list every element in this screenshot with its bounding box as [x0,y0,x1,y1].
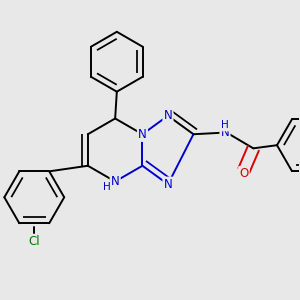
Text: N: N [138,128,147,141]
Text: H: H [103,182,111,193]
Text: N: N [111,175,119,188]
Text: H: H [221,120,229,130]
Text: N: N [220,126,230,139]
Text: N: N [164,109,172,122]
Text: Cl: Cl [28,235,40,248]
Text: O: O [239,167,248,180]
Text: N: N [164,178,172,191]
